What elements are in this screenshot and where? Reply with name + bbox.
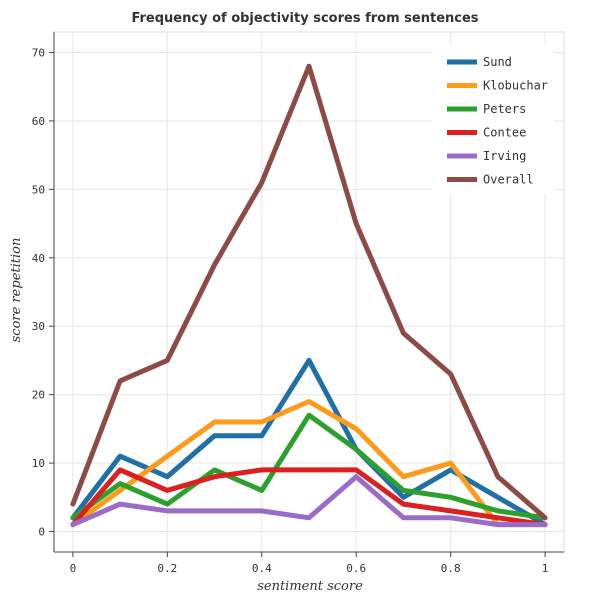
y-tick-label: 10 <box>32 457 45 470</box>
x-tick-label: 0.2 <box>157 562 177 575</box>
x-axis-label: sentiment score <box>257 579 363 594</box>
legend: Sund Klobuchar Peters Contee Irving Overall <box>432 44 554 194</box>
series-lines <box>70 63 548 528</box>
y-tick-label: 50 <box>32 183 45 196</box>
y-tick-label: 60 <box>32 115 45 128</box>
y-axis-label: score repetition <box>9 238 24 343</box>
legend-label: Contee <box>483 126 526 140</box>
x-tick-label: 0.8 <box>441 562 461 575</box>
series-line-contee <box>70 467 548 528</box>
series-line-peters <box>70 412 548 521</box>
y-tick-label: 0 <box>38 525 45 538</box>
legend-label: Overall <box>483 173 534 187</box>
legend-label: Irving <box>483 149 526 163</box>
legend-label: Klobuchar <box>483 79 548 93</box>
y-tick-label: 40 <box>32 252 45 265</box>
y-tick-label: 30 <box>32 320 45 333</box>
y-tick-label: 20 <box>32 389 45 402</box>
legend-box <box>432 44 554 194</box>
series-line-irving <box>70 474 548 528</box>
x-tick-label: 0.4 <box>252 562 272 575</box>
x-tick-label: 1 <box>542 562 549 575</box>
x-tick-label: 0 <box>70 562 77 575</box>
legend-label: Peters <box>483 102 526 116</box>
series-line-klobuchar <box>70 399 548 528</box>
legend-label: Sund <box>483 55 512 69</box>
x-tick-label: 0.6 <box>346 562 366 575</box>
series-line-overall <box>70 63 548 521</box>
y-tick-label: 70 <box>32 47 45 60</box>
chart-title: Frequency of objectivity scores from sen… <box>131 11 478 26</box>
